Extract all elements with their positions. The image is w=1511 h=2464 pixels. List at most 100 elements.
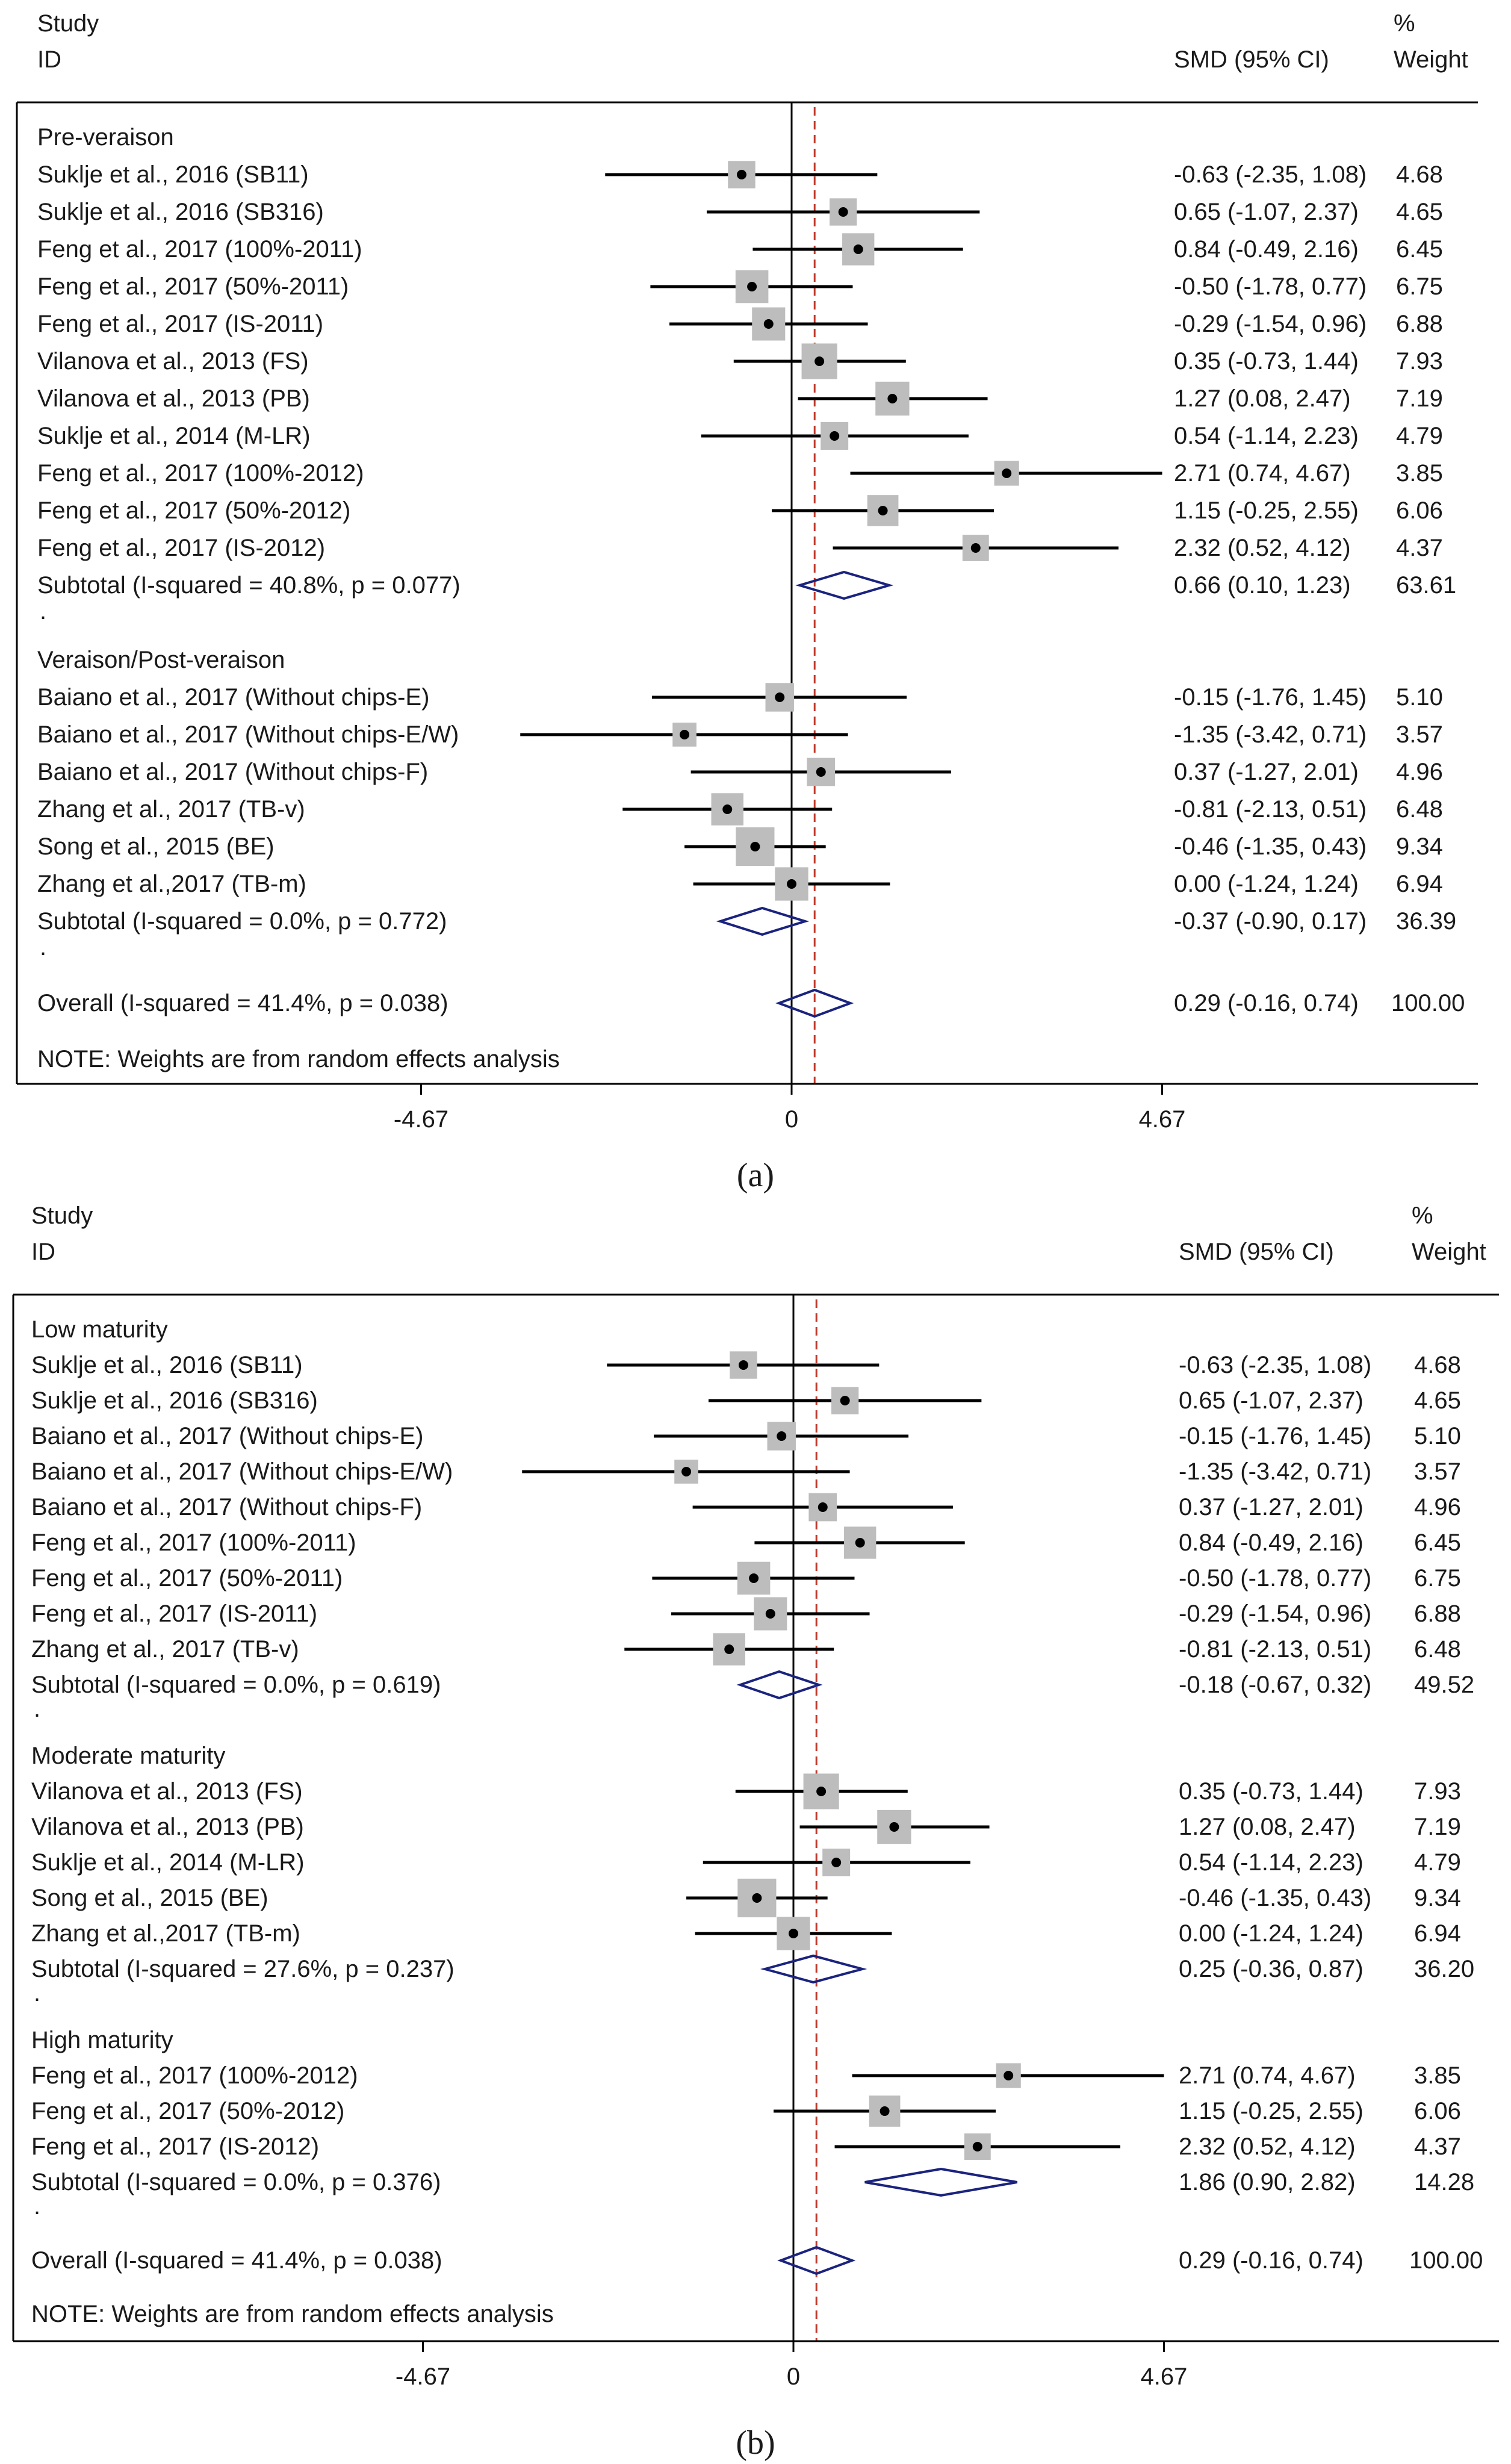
study-label: Feng et al., 2017 (IS-2011) [31,1601,317,1627]
study-point-estimate [765,1609,775,1619]
subtotal-weight-value: 14.28 [1414,2169,1474,2195]
study-weight-value: 6.48 [1414,1636,1461,1663]
study-weight-value: 6.75 [1414,1565,1461,1591]
subtotal-ci-value: -0.37 (-0.90, 0.17) [1174,908,1367,935]
group-spacer-dot: . [34,1696,40,1722]
study-label: Baiano et al., 2017 (Without chips-F) [37,759,428,785]
study-weight-value: 6.88 [1414,1601,1461,1627]
study-label: Suklje et al., 2016 (SB316) [31,1387,318,1414]
header-percent-label: % [1412,1202,1433,1229]
study-ci-value: 1.15 (-0.25, 2.55) [1179,2098,1364,2124]
study-weight-value: 4.65 [1396,199,1443,225]
study-label: Song et al., 2015 (BE) [37,833,275,860]
study-ci-value: 1.15 (-0.25, 2.55) [1174,497,1359,524]
study-label: Baiano et al., 2017 (Without chips-E/W) [31,1458,453,1485]
study-point-estimate [1002,468,1012,478]
study-ci-value: -0.29 (-1.54, 0.96) [1179,1601,1371,1627]
study-label: Feng et al., 2017 (50%-2011) [31,1565,343,1591]
study-label: Feng et al., 2017 (IS-2012) [31,2133,319,2160]
header-weight-label: Weight [1394,46,1468,73]
study-point-estimate [816,1787,827,1796]
study-point-estimate [970,543,981,553]
study-ci-value: -0.63 (-2.35, 1.08) [1179,1352,1371,1378]
study-weight-value: 4.79 [1396,423,1443,449]
x-axis-tick-label: 4.67 [1141,2363,1188,2390]
study-point-estimate [878,506,888,515]
study-label: Suklje et al., 2014 (M-LR) [37,423,311,449]
panel-label: (b) [736,2424,775,2462]
subtotal-label: Subtotal (I-squared = 0.0%, p = 0.619) [31,1672,441,1698]
study-ci-value: -1.35 (-3.42, 0.71) [1174,721,1367,748]
study-label: Zhang et al., 2017 (TB-v) [31,1636,299,1663]
study-weight-value: 4.37 [1396,535,1443,561]
study-weight-value: 7.93 [1414,1778,1461,1805]
footnote-text: NOTE: Weights are from random effects an… [37,1046,560,1072]
study-weight-value: 3.57 [1396,721,1443,748]
forest-plot-panel-a: Study ID% SMD (95% CI) Weight Pre-veraison. V… [16,10,1478,1194]
study-point-estimate [722,804,733,814]
subtotal-weight-value: 36.20 [1414,1956,1474,1982]
header-smd-label: SMD (95% CI) [1174,46,1329,73]
study-point-estimate [680,730,690,739]
subtotal-label: Subtotal (I-squared = 0.0%, p = 0.772) [37,908,447,935]
study-ci-value: -0.15 (-1.76, 1.45) [1174,684,1367,711]
subtotal-weight-value: 36.39 [1396,908,1456,935]
footnote-text: NOTE: Weights are from random effects an… [31,2301,554,2327]
study-point-estimate [831,1858,842,1867]
study-weight-value: 7.19 [1396,385,1443,412]
study-weight-value: 4.96 [1414,1494,1461,1520]
study-ci-value: -0.46 (-1.35, 0.43) [1179,1885,1371,1911]
subtotal-ci-value: 0.25 (-0.36, 0.87) [1179,1956,1364,1982]
study-ci-value: -0.15 (-1.76, 1.45) [1179,1423,1371,1449]
study-weight-value: 6.88 [1396,311,1443,337]
study-point-estimate [840,1396,850,1405]
study-point-estimate [880,2106,890,2116]
study-ci-value: 0.54 (-1.14, 2.23) [1174,423,1359,449]
study-ci-value: 1.27 (0.08, 2.47) [1179,1814,1356,1840]
study-label: Suklje et al., 2016 (SB316) [37,199,324,225]
study-point-estimate [736,170,746,179]
study-ci-value: 2.71 (0.74, 4.67) [1174,460,1351,487]
study-label: Song et al., 2015 (BE) [31,1885,268,1911]
study-point-estimate [724,1644,734,1654]
study-label: Feng et al., 2017 (IS-2012) [37,535,325,561]
study-label: Vilanova et al., 2013 (FS) [37,348,309,375]
study-weight-value: 6.48 [1396,796,1443,823]
study-weight-value: 3.85 [1414,2062,1461,2089]
study-point-estimate [747,282,757,291]
overall-ci-value: 0.29 (-0.16, 0.74) [1174,990,1359,1016]
study-weight-value: 7.19 [1414,1814,1461,1840]
study-ci-value: 0.00 (-1.24, 1.24) [1174,871,1359,897]
study-point-estimate [775,692,785,702]
study-point-estimate [838,207,848,217]
study-label: Zhang et al.,2017 (TB-m) [31,1920,300,1947]
study-point-estimate [816,767,826,777]
study-label: Feng et al., 2017 (100%-2012) [31,2062,358,2089]
study-label: Baiano et al., 2017 (Without chips-E/W) [37,721,459,748]
study-ci-value: 0.35 (-0.73, 1.44) [1174,348,1359,375]
header-id-label: ID [31,1239,55,1265]
study-label: Feng et al., 2017 (100%-2011) [31,1529,356,1556]
study-label: Baiano et al., 2017 (Without chips-E) [31,1423,423,1449]
study-ci-value: 0.65 (-1.07, 2.37) [1179,1387,1364,1414]
study-label: Suklje et al., 2016 (SB11) [37,161,309,188]
study-point-estimate [789,1929,798,1938]
study-weight-value: 4.79 [1414,1849,1461,1876]
study-point-estimate [853,244,863,254]
study-weight-value: 7.93 [1396,348,1443,375]
study-label: Baiano et al., 2017 (Without chips-F) [31,1494,422,1520]
study-weight-value: 6.45 [1414,1529,1461,1556]
study-ci-value: 0.84 (-0.49, 2.16) [1174,236,1359,263]
study-ci-value: -0.50 (-1.78, 0.77) [1179,1565,1371,1591]
subtotal-ci-value: -0.18 (-0.67, 0.32) [1179,1672,1371,1698]
study-point-estimate [749,1573,759,1583]
group-title: Moderate maturity [31,1743,225,1769]
overall-diamond [777,2245,856,2276]
subtotal-diamond [716,906,810,936]
study-point-estimate [887,394,898,403]
study-point-estimate [738,1360,748,1370]
subtotal-diamond [864,2167,1018,2197]
study-ci-value: -0.46 (-1.35, 0.43) [1174,833,1367,860]
overall-weight-value: 100.00 [1409,2247,1483,2274]
x-axis-tick-label: 0 [785,1106,798,1133]
